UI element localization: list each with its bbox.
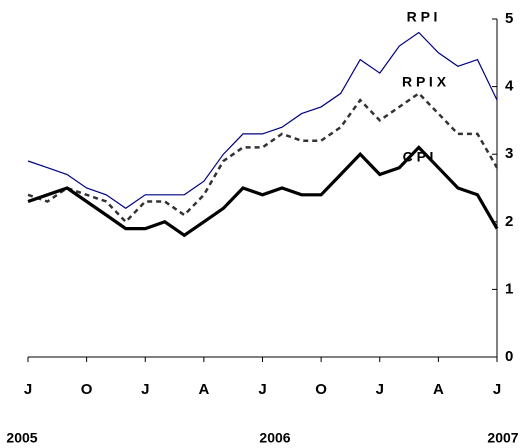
y-tick-label: 0 bbox=[505, 348, 513, 365]
series-label: C P I bbox=[403, 149, 434, 165]
series-label: R P I bbox=[407, 9, 438, 25]
series-line bbox=[27, 31, 498, 210]
y-tick-label: 3 bbox=[505, 145, 513, 162]
year-label: 2005 bbox=[6, 430, 37, 446]
series-line bbox=[27, 145, 499, 238]
x-tick-label: J bbox=[493, 381, 501, 398]
y-tick-label: 2 bbox=[505, 213, 513, 230]
series-line bbox=[27, 91, 499, 224]
x-tick-label: J bbox=[376, 381, 384, 398]
x-tick-label: J bbox=[24, 381, 32, 398]
y-tick-label: 1 bbox=[505, 280, 513, 297]
x-tick-label: O bbox=[315, 381, 327, 398]
x-tick-label: O bbox=[81, 381, 93, 398]
y-tick-label: 4 bbox=[505, 78, 514, 95]
series-label: R P I X bbox=[402, 74, 447, 90]
year-label: 2006 bbox=[259, 430, 290, 446]
y-tick-label: 5 bbox=[505, 10, 513, 27]
year-label: 2007 bbox=[487, 430, 518, 446]
x-tick-label: J bbox=[258, 381, 266, 398]
x-tick-label: A bbox=[433, 381, 444, 398]
x-tick-label: J bbox=[141, 381, 149, 398]
x-tick-label: A bbox=[198, 381, 209, 398]
